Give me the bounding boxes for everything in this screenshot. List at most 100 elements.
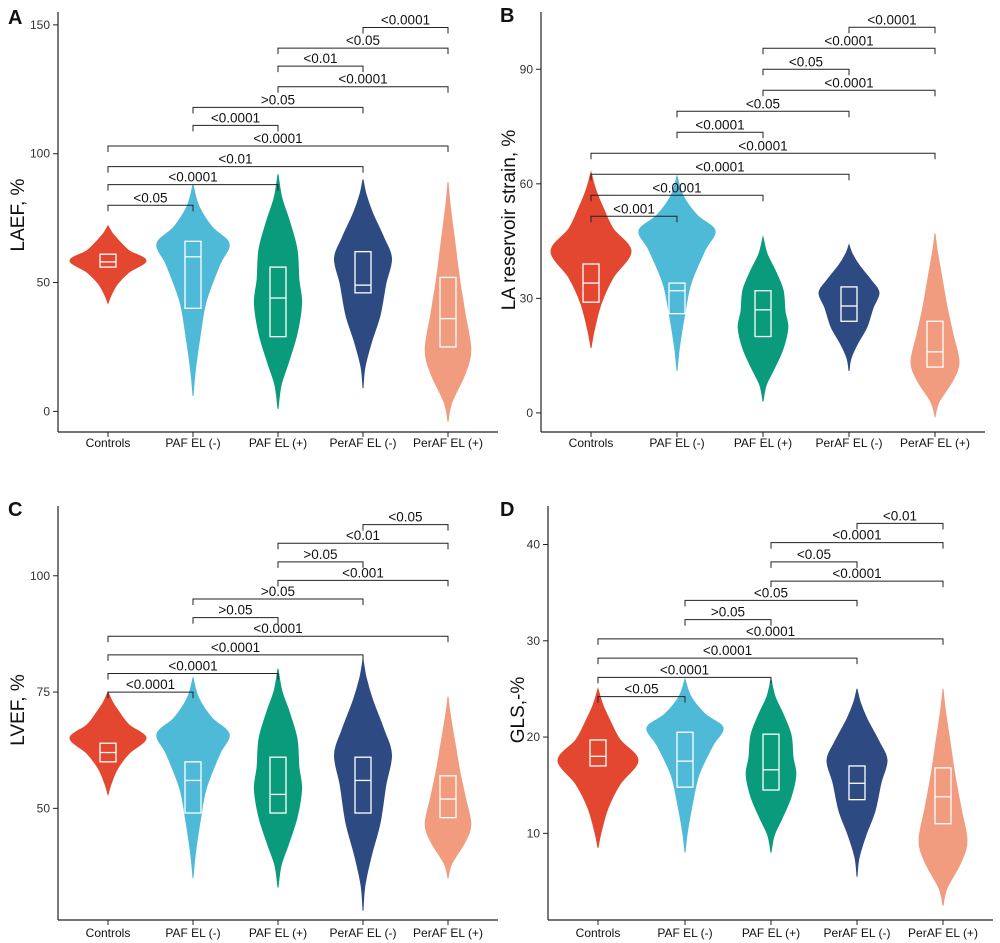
box-iqr (762, 733, 780, 791)
p-value-label: <0.01 (218, 152, 252, 167)
box-iqr (934, 767, 952, 825)
violin-controls (69, 224, 147, 305)
p-value-label: >0.05 (261, 92, 295, 107)
box-iqr (754, 290, 772, 338)
y-tick-label: 0 (526, 406, 533, 420)
significance-bracket (597, 696, 686, 703)
box-iqr (439, 276, 457, 348)
significance-bracket (762, 89, 936, 97)
x-tick-label: Controls (569, 436, 614, 450)
box-iqr (269, 266, 287, 338)
panel-letter: A (8, 7, 22, 29)
significance-bracket (684, 619, 772, 626)
significance-bracket (277, 579, 449, 587)
p-value-label: <0.0001 (168, 170, 217, 185)
x-tick-label: PAF EL (+) (742, 926, 800, 940)
box-iqr (269, 756, 287, 814)
p-value-label: <0.05 (789, 54, 823, 69)
y-tick-label: 40 (527, 538, 541, 552)
significance-bracket (277, 86, 449, 93)
x-tick-label: PAF EL (-) (649, 436, 704, 450)
y-tick-label: 90 (520, 62, 534, 76)
panel-c: C 50 75 100 LVEF, % Controls PAF EL (-) PAF EL … (8, 499, 498, 940)
y-tick-label: 100 (30, 147, 50, 161)
significance-bracket (107, 635, 449, 643)
x-tick-label: PerAF EL (-) (330, 926, 397, 940)
x-tick-label: PerAF EL (+) (413, 436, 483, 450)
panel-letter: C (8, 499, 22, 521)
significance-bracket (684, 599, 858, 607)
x-tick-label: PerAF EL (-) (330, 436, 397, 450)
x-tick-label: PAF EL (+) (734, 436, 792, 450)
p-value-label: <0.0001 (168, 658, 217, 673)
p-value-label: <0.05 (797, 547, 831, 562)
p-value-label: <0.001 (613, 201, 655, 216)
box-iqr (354, 250, 372, 294)
y-axis-title: LAEF, % (8, 178, 29, 251)
x-tick-label: PAF EL (-) (165, 926, 220, 940)
p-value-label: <0.01 (883, 508, 917, 523)
significance-bracket (676, 110, 850, 118)
significance-bracket (107, 184, 279, 191)
p-value-label: >0.05 (218, 603, 252, 618)
box-iqr (676, 731, 694, 788)
p-value-label: >0.05 (303, 547, 337, 562)
significance-bracket (770, 580, 944, 588)
y-tick-label: 50 (37, 276, 51, 290)
significance-bracket (362, 26, 449, 34)
panel-letter: B (500, 5, 514, 27)
y-axis-title: LVEF, % (8, 674, 29, 746)
significance-bracket (107, 672, 279, 680)
p-value-label: <0.0001 (211, 640, 260, 655)
x-tick-label: PerAF EL (+) (900, 436, 970, 450)
significance-bracket (597, 638, 944, 645)
p-value-label: <0.05 (388, 510, 422, 525)
significance-bracket (762, 47, 936, 55)
p-value-label: <0.0001 (253, 621, 302, 636)
significance-bracket (192, 598, 364, 606)
panel-d: D 10 20 30 40 GLS,-% Controls PAF EL (-) PAF EL … (500, 499, 993, 940)
p-value-label: <0.05 (346, 33, 380, 48)
p-value-label: <0.0001 (824, 75, 873, 90)
p-value-label: >0.05 (711, 605, 745, 620)
x-tick-label: PerAF EL (-) (816, 436, 883, 450)
violin-controls (550, 170, 632, 349)
x-tick-label: PAF EL (-) (165, 436, 220, 450)
p-value-label: <0.0001 (126, 677, 175, 692)
p-value-label: <0.0001 (211, 110, 260, 125)
p-value-label: <0.0001 (824, 33, 873, 48)
p-value-label: <0.0001 (660, 662, 709, 677)
x-tick-label: PAF EL (+) (249, 436, 307, 450)
p-value-label: <0.0001 (253, 131, 302, 146)
violin-peraf-el (818, 243, 880, 371)
p-value-label: <0.0001 (738, 138, 787, 153)
x-tick-label: Controls (576, 926, 621, 940)
y-tick-label: 10 (527, 826, 541, 840)
significance-bracket (277, 47, 449, 55)
p-value-label: <0.001 (342, 565, 384, 580)
y-tick-label: 75 (37, 685, 51, 699)
violin-peraf-el (333, 659, 393, 911)
significance-bracket (590, 173, 850, 181)
p-value-label: <0.0001 (695, 117, 744, 132)
significance-bracket (107, 691, 194, 699)
p-value-label: <0.01 (303, 51, 337, 66)
significance-bracket (107, 145, 449, 152)
violin-paf-el (253, 174, 303, 409)
significance-bracket (597, 676, 772, 684)
p-value-label: <0.0001 (381, 12, 430, 27)
x-tick-label: Controls (86, 926, 131, 940)
violin-peraf-el (424, 182, 472, 422)
x-tick-label: PerAF EL (-) (824, 926, 891, 940)
box-iqr (184, 240, 202, 309)
box-iqr (589, 739, 607, 767)
x-tick-label: PAF EL (-) (657, 926, 712, 940)
box-iqr (926, 320, 944, 368)
violin-paf-el (156, 676, 230, 879)
p-value-label: <0.0001 (832, 528, 881, 543)
y-tick-label: 30 (520, 291, 534, 305)
x-tick-label: PerAF EL (+) (908, 926, 978, 940)
panel-b: B 0 30 60 90 LA reservoir strain, % Controls PA… (499, 5, 985, 450)
significance-bracket (107, 166, 364, 173)
y-tick-label: 100 (30, 569, 50, 583)
